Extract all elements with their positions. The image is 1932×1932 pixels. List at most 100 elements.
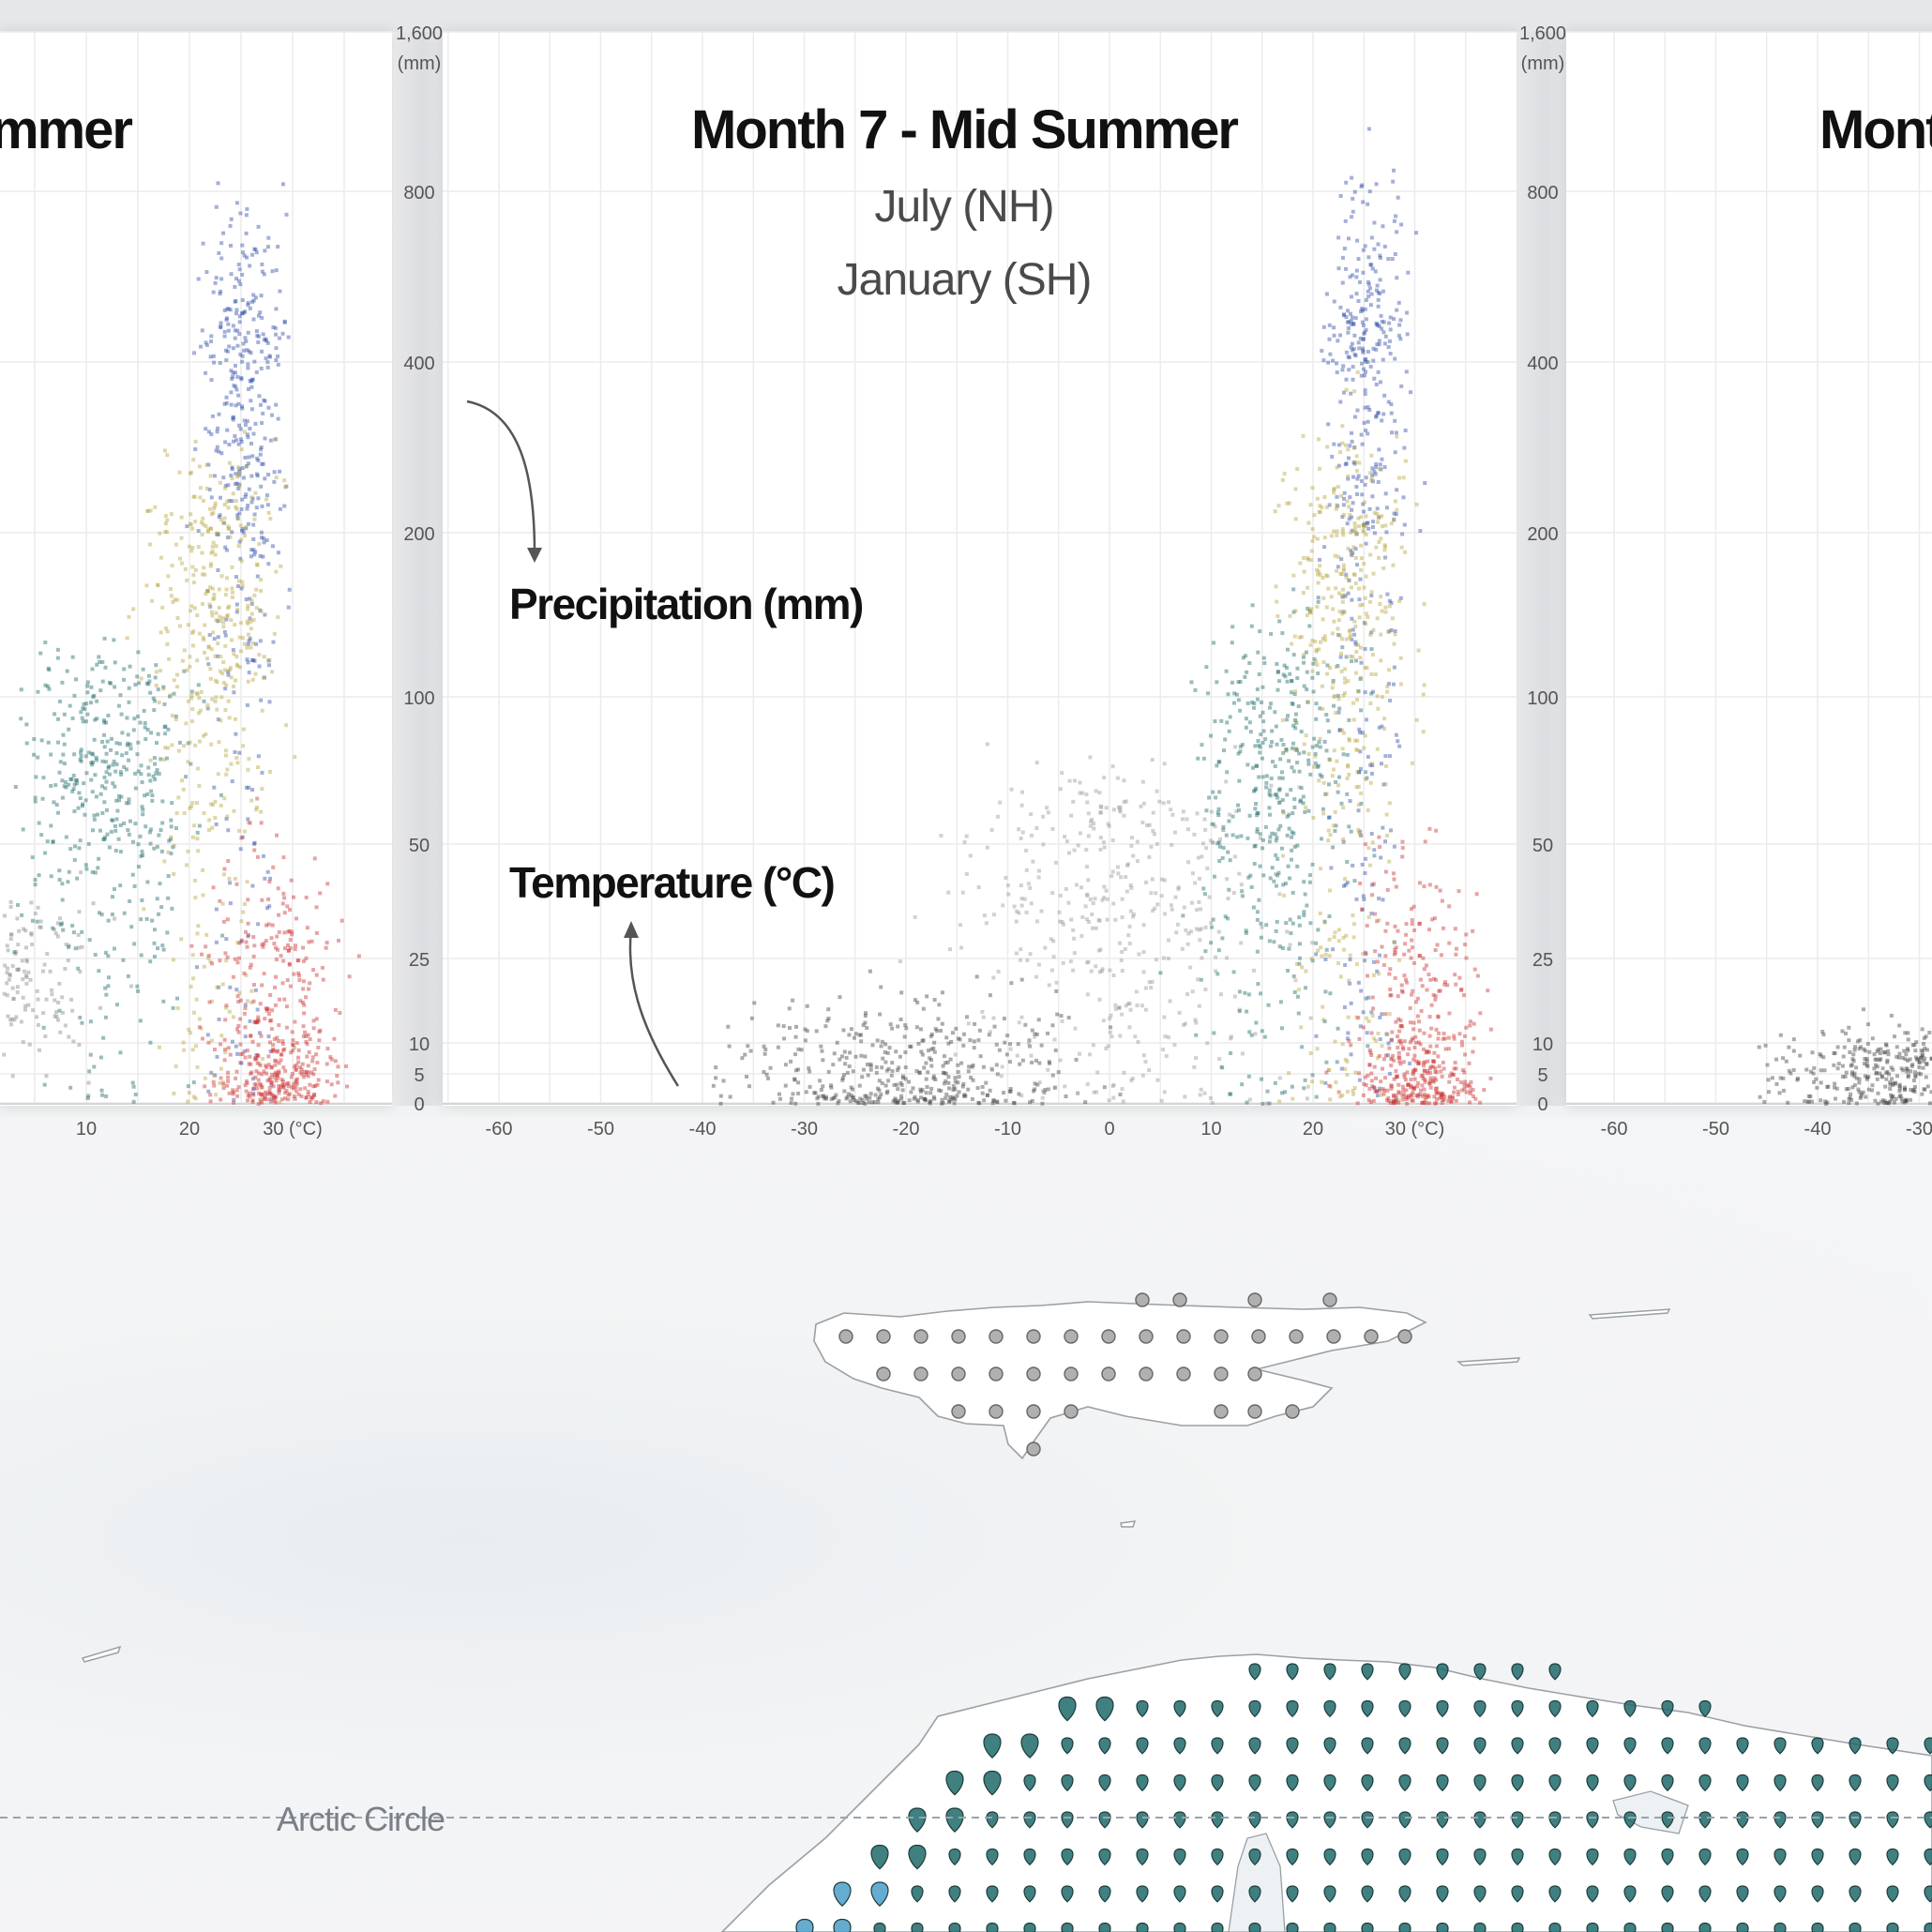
scatter-point	[1916, 1071, 1921, 1076]
scatter-point	[1361, 324, 1366, 328]
scatter-point	[1336, 783, 1341, 788]
scatter-point	[1124, 799, 1128, 804]
scatter-point	[890, 1068, 895, 1073]
scatter-point	[887, 1046, 892, 1050]
scatter-point	[921, 1006, 926, 1011]
scatter-point	[163, 724, 168, 729]
scatter-point	[1301, 801, 1306, 806]
scatter-point	[1202, 817, 1207, 822]
scatter-point	[199, 344, 204, 349]
scatter-point	[1332, 529, 1336, 534]
scatter-point	[244, 464, 249, 469]
scatter-point	[1163, 1034, 1168, 1039]
scatter-point	[821, 1094, 825, 1098]
scatter-point	[1193, 1018, 1198, 1022]
scatter-point	[1305, 670, 1309, 674]
scatter-point	[295, 958, 300, 963]
scatter-point	[1315, 496, 1320, 501]
scatter-point	[1826, 1084, 1831, 1089]
scatter-point	[1410, 761, 1414, 765]
scatter-point	[255, 1020, 260, 1025]
scatter-point	[1381, 963, 1386, 968]
scatter-point	[1411, 1086, 1415, 1091]
scatter-point	[1423, 839, 1427, 844]
scatter-point	[239, 919, 244, 924]
scatter-point	[1072, 936, 1077, 941]
scatter-point	[1358, 676, 1363, 681]
scatter-point	[1454, 1066, 1458, 1071]
scatter-point	[924, 1061, 928, 1065]
scatter-point	[1276, 679, 1281, 684]
scatter-point	[805, 1004, 809, 1008]
scatter-point	[1143, 1060, 1148, 1064]
scatter-point	[946, 1086, 951, 1091]
grid-layer	[0, 31, 1932, 1105]
scatter-point	[239, 621, 244, 626]
scatter-point	[1304, 733, 1308, 738]
scatter-point	[1385, 685, 1390, 689]
scatter-point	[208, 564, 213, 568]
scatter-point	[1293, 978, 1298, 983]
scatter-point	[1025, 958, 1030, 962]
scatter-point	[248, 264, 252, 268]
scatter-point	[1212, 1031, 1216, 1035]
scatter-point	[1331, 607, 1336, 611]
scatter-point	[119, 712, 124, 717]
scatter-point	[1328, 352, 1333, 356]
scatter-point	[1091, 901, 1095, 906]
scatter-point	[198, 495, 203, 500]
scatter-point	[273, 1063, 278, 1067]
scatter-point	[1292, 692, 1297, 697]
scatter-point	[1909, 1088, 1913, 1093]
scatter-point	[1366, 1019, 1371, 1023]
scatter-point	[1392, 665, 1396, 670]
scatter-point	[58, 922, 63, 927]
scatter-point	[1257, 672, 1261, 676]
scatter-point	[189, 522, 193, 527]
scatter-point	[279, 954, 283, 958]
scatter-point	[863, 1101, 868, 1106]
scatter-point	[928, 1091, 933, 1095]
scatter-point	[114, 817, 119, 822]
scatter-point	[1341, 839, 1346, 844]
scatter-point	[1026, 882, 1031, 886]
scatter-point	[1864, 1094, 1868, 1099]
scatter-point	[67, 1034, 71, 1039]
scatter-point	[1283, 1090, 1288, 1094]
scatter-point	[1331, 358, 1336, 363]
scatter-point	[1260, 1077, 1264, 1081]
scatter-point	[338, 1010, 342, 1015]
scatter-point	[1371, 520, 1376, 524]
scatter-point	[190, 1048, 195, 1052]
scatter-point	[1374, 182, 1379, 187]
scatter-point	[174, 811, 179, 816]
scatter-point	[1401, 1060, 1406, 1064]
scatter-point	[877, 1088, 882, 1093]
scatter-point	[279, 1052, 283, 1057]
scatter-point	[1327, 937, 1332, 942]
scatter-point	[1376, 516, 1381, 521]
scatter-point	[1378, 1015, 1382, 1019]
scatter-point	[11, 996, 16, 1001]
scatter-point	[263, 876, 267, 881]
scatter-point	[119, 772, 124, 777]
scatter-point	[49, 823, 53, 828]
scatter-point	[212, 1073, 217, 1078]
scatter-point	[1258, 714, 1262, 718]
scatter-point	[1351, 627, 1355, 632]
scatter-point	[1213, 824, 1217, 829]
scatter-point	[1245, 762, 1250, 767]
scatter-point	[303, 1030, 308, 1034]
scatter-point	[1294, 747, 1299, 751]
scatter-point	[816, 1101, 821, 1106]
scatter-point	[258, 310, 263, 315]
scatter-point	[1343, 1066, 1348, 1071]
scatter-point	[1468, 1089, 1472, 1094]
scatter-point	[234, 499, 238, 504]
scatter-point	[1437, 1031, 1441, 1035]
scatter-point	[1392, 641, 1396, 646]
scatter-point	[1857, 1077, 1862, 1081]
scatter-point	[188, 740, 192, 745]
scatter-point	[304, 1039, 309, 1044]
scatter-point	[1343, 963, 1348, 968]
